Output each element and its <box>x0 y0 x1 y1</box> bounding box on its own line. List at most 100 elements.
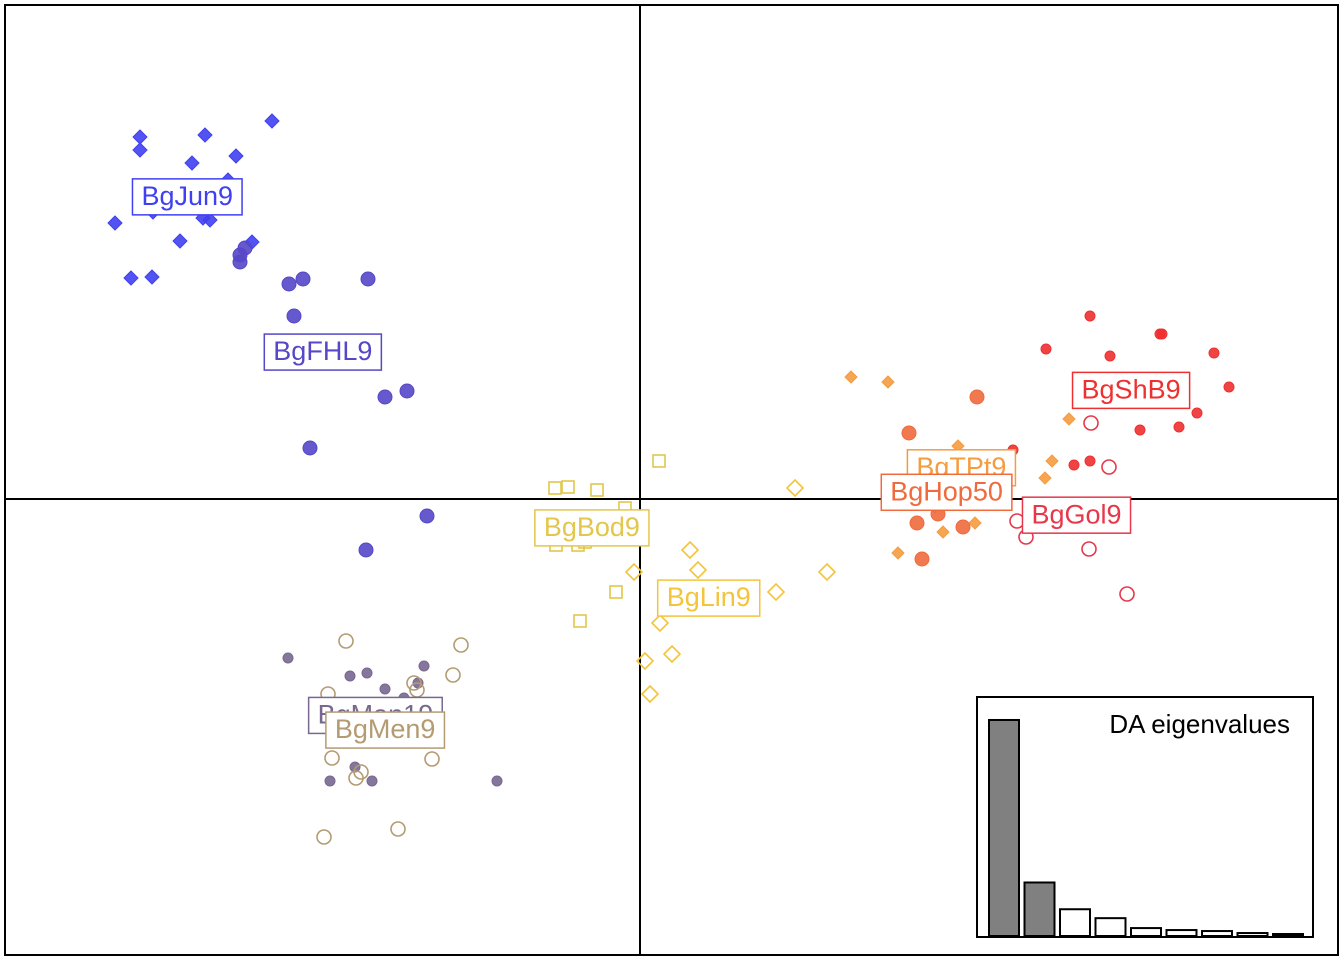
point <box>817 562 837 582</box>
point <box>1173 421 1185 433</box>
point <box>1223 381 1235 393</box>
point <box>132 142 148 158</box>
bar <box>1059 908 1091 938</box>
point <box>202 212 218 228</box>
bar <box>1023 881 1056 937</box>
point <box>590 483 604 497</box>
eigenvalue-inset: DA eigenvalues <box>976 696 1314 938</box>
group-label: BgLin9 <box>667 582 751 612</box>
point <box>445 667 461 683</box>
point <box>881 375 895 389</box>
point <box>366 775 378 787</box>
point <box>338 633 354 649</box>
point <box>909 515 925 531</box>
point <box>324 775 336 787</box>
point <box>955 519 971 535</box>
point <box>688 560 708 580</box>
point <box>901 425 917 441</box>
bar <box>1130 927 1162 938</box>
group-label: BgJun9 <box>141 181 233 211</box>
point <box>281 276 297 292</box>
point <box>1208 347 1220 359</box>
group-label: BgMen9 <box>335 714 436 744</box>
point <box>286 308 302 324</box>
point <box>390 821 406 837</box>
point <box>316 829 332 845</box>
point <box>349 761 361 773</box>
point <box>548 481 562 495</box>
point <box>358 542 374 558</box>
group-label-box <box>263 333 383 371</box>
point <box>914 551 930 567</box>
point <box>1084 455 1096 467</box>
point <box>264 113 280 129</box>
point <box>123 270 139 286</box>
group-labels: BgJun9BgFHL9BgMan19BgMen9BgBod9BgLin9BgT… <box>131 178 1191 749</box>
point <box>282 652 294 664</box>
point <box>361 667 373 679</box>
point <box>419 508 435 524</box>
point <box>172 233 188 249</box>
point <box>609 585 623 599</box>
point <box>1119 586 1135 602</box>
point <box>936 525 950 539</box>
point <box>652 454 666 468</box>
group-label-box <box>534 509 650 547</box>
bar <box>1236 932 1269 938</box>
group-label-box <box>656 579 761 617</box>
point <box>1134 424 1146 436</box>
bar <box>1094 917 1127 937</box>
group-label: BgFHL9 <box>273 336 372 366</box>
point <box>232 247 248 263</box>
point <box>1084 310 1096 322</box>
point <box>184 155 200 171</box>
point <box>453 637 469 653</box>
point <box>344 670 356 682</box>
group-label-box <box>1071 371 1191 410</box>
point <box>107 215 123 231</box>
point <box>1045 454 1059 468</box>
point <box>1104 350 1116 362</box>
point <box>1068 459 1080 471</box>
point <box>360 271 376 287</box>
group-label: BgShB9 <box>1082 375 1181 405</box>
point <box>624 562 644 582</box>
point <box>968 516 982 530</box>
point <box>844 370 858 384</box>
group-label: BgGol9 <box>1031 499 1121 529</box>
inset-title: DA eigenvalues <box>1109 709 1290 739</box>
point <box>197 127 213 143</box>
point <box>891 546 905 560</box>
point <box>1191 407 1203 419</box>
point <box>353 764 369 780</box>
bar <box>1201 930 1233 938</box>
point <box>144 269 160 285</box>
point <box>1083 415 1099 431</box>
bar <box>988 718 1020 937</box>
point <box>635 651 655 671</box>
point <box>785 478 805 498</box>
point <box>302 440 318 456</box>
point <box>573 614 587 628</box>
point <box>228 148 244 164</box>
group-label-box <box>131 178 243 216</box>
point <box>640 684 660 704</box>
point <box>324 750 340 766</box>
group-label-box <box>1021 496 1132 534</box>
point <box>1040 343 1052 355</box>
point <box>561 480 575 494</box>
point <box>650 613 670 633</box>
group-label: BgHop50 <box>890 476 1003 506</box>
group-label: BgBod9 <box>544 512 640 542</box>
point <box>399 383 415 399</box>
group-label-box <box>325 711 446 749</box>
group-label-box <box>880 473 1013 512</box>
point <box>1101 459 1117 475</box>
point <box>418 660 430 672</box>
bar <box>1272 933 1304 938</box>
point <box>295 271 311 287</box>
point <box>662 644 682 664</box>
point <box>969 389 985 405</box>
point <box>1156 328 1168 340</box>
